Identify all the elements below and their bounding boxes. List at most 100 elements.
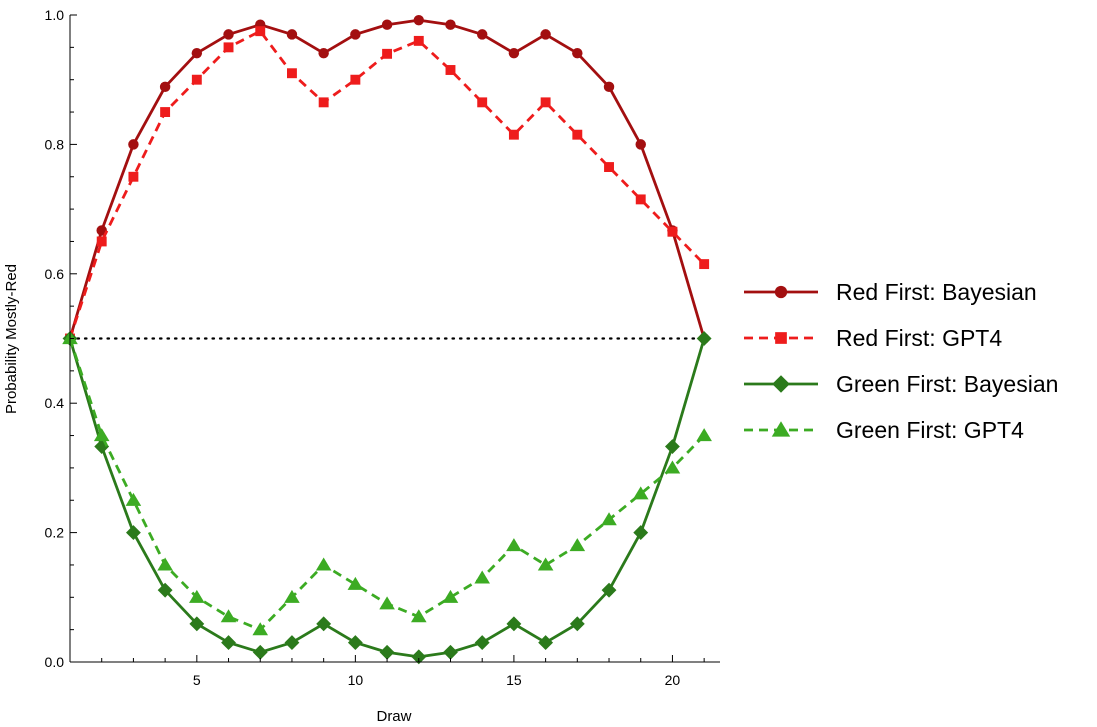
- data-point: [93, 428, 110, 442]
- data-point: [284, 635, 300, 651]
- data-point: [315, 557, 332, 571]
- data-point: [696, 331, 712, 346]
- data-point: [632, 486, 649, 500]
- data-point: [96, 236, 107, 247]
- x-tick-label: 10: [348, 672, 364, 688]
- data-point: [506, 538, 522, 552]
- legend-marker: [772, 375, 790, 393]
- data-point: [572, 129, 583, 140]
- data-point: [603, 81, 615, 93]
- axes: 5 10 15 20 0.0 0.2 0.4 0.6 0.8 1.0: [45, 7, 720, 688]
- data-point: [538, 635, 554, 651]
- data-point: [125, 492, 142, 506]
- y-tick-label: 0.6: [45, 266, 65, 282]
- series-0: [64, 14, 710, 344]
- data-point: [94, 439, 110, 454]
- legend-marker: [774, 285, 788, 299]
- data-point: [601, 582, 617, 598]
- data-point: [157, 582, 173, 598]
- data-point: [474, 635, 490, 651]
- data-point: [252, 622, 269, 636]
- legend: Red First: Bayesian Red First: GPT4 Green …: [744, 279, 1058, 443]
- legend-label: Green First: Bayesian: [836, 371, 1058, 397]
- data-point: [572, 47, 583, 59]
- legend-marker: [775, 332, 787, 344]
- data-point: [189, 589, 205, 603]
- legend-label: Green First: GPT4: [836, 417, 1024, 443]
- data-point: [255, 26, 266, 37]
- data-point: [252, 644, 268, 660]
- data-point: [635, 139, 646, 150]
- data-point: [667, 226, 678, 237]
- data-point: [664, 460, 681, 474]
- y-tick-label: 0.8: [45, 136, 65, 152]
- legend-entry-1: Red First: GPT4: [744, 325, 1002, 351]
- data-point: [443, 644, 458, 660]
- data-point: [411, 649, 427, 665]
- plot-area: [62, 14, 712, 665]
- y-tick-label: 0.2: [45, 525, 65, 541]
- data-point: [284, 589, 300, 603]
- y-axis-label: Probability Mostly-Red: [3, 264, 20, 414]
- data-point: [633, 525, 649, 541]
- data-point: [540, 97, 551, 108]
- data-point: [350, 29, 361, 40]
- data-point: [382, 48, 393, 59]
- data-point: [220, 609, 237, 623]
- data-point: [508, 47, 520, 59]
- data-point: [379, 596, 395, 610]
- data-point: [189, 616, 205, 632]
- data-point: [476, 29, 488, 40]
- data-point: [381, 19, 393, 30]
- data-point: [442, 589, 459, 603]
- data-point: [635, 194, 646, 205]
- data-point: [474, 570, 490, 584]
- data-point: [223, 42, 234, 53]
- data-point: [160, 107, 171, 117]
- x-axis-label: Draw: [376, 708, 411, 725]
- data-point: [287, 68, 297, 79]
- legend-marker: [771, 421, 791, 437]
- data-point: [223, 29, 234, 40]
- data-point: [128, 171, 139, 182]
- data-point: [347, 576, 364, 590]
- series-2: [62, 331, 712, 665]
- data-point: [157, 557, 173, 571]
- data-point: [665, 439, 680, 454]
- y-tick-label: 0.0: [45, 654, 65, 670]
- data-point: [191, 47, 203, 59]
- data-point: [221, 635, 236, 651]
- legend-entry-2: Green First: Bayesian: [744, 371, 1058, 397]
- data-point: [445, 65, 456, 75]
- legend-label: Red First: GPT4: [836, 325, 1002, 351]
- data-point: [128, 139, 139, 150]
- data-point: [286, 29, 298, 40]
- series-line-0: [68, 18, 706, 339]
- data-point: [347, 635, 363, 651]
- series-3: [62, 331, 712, 636]
- data-point: [379, 644, 395, 660]
- data-point: [316, 616, 332, 632]
- data-point: [125, 525, 141, 541]
- x-tick-label: 20: [665, 672, 681, 688]
- data-point: [540, 29, 551, 40]
- data-point: [159, 81, 171, 93]
- data-point: [696, 428, 712, 442]
- legend-entry-0: Red First: Bayesian: [744, 279, 1037, 305]
- y-tick-label: 0.4: [45, 395, 65, 411]
- series-line-1: [68, 29, 706, 339]
- y-tick-label: 1.0: [45, 7, 65, 23]
- data-point: [413, 14, 425, 26]
- data-point: [410, 609, 427, 623]
- data-point: [318, 97, 329, 108]
- x-tick-label: 15: [506, 672, 522, 688]
- data-point: [569, 616, 585, 632]
- data-point: [413, 35, 424, 46]
- data-point: [506, 616, 522, 632]
- data-point: [699, 259, 710, 270]
- data-point: [191, 74, 202, 85]
- legend-entry-3: Green First: GPT4: [744, 417, 1024, 443]
- data-point: [601, 512, 617, 526]
- data-point: [350, 74, 361, 85]
